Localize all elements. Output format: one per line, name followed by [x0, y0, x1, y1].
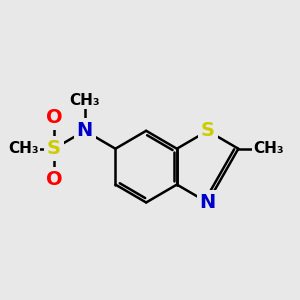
Text: S: S	[201, 121, 214, 140]
Text: N: N	[200, 193, 216, 212]
Text: S: S	[47, 139, 61, 158]
Text: N: N	[76, 121, 93, 140]
Text: CH₃: CH₃	[69, 93, 100, 108]
Text: O: O	[46, 109, 62, 128]
Text: CH₃: CH₃	[254, 141, 284, 156]
Text: O: O	[46, 170, 62, 189]
Text: CH₃: CH₃	[8, 141, 39, 156]
